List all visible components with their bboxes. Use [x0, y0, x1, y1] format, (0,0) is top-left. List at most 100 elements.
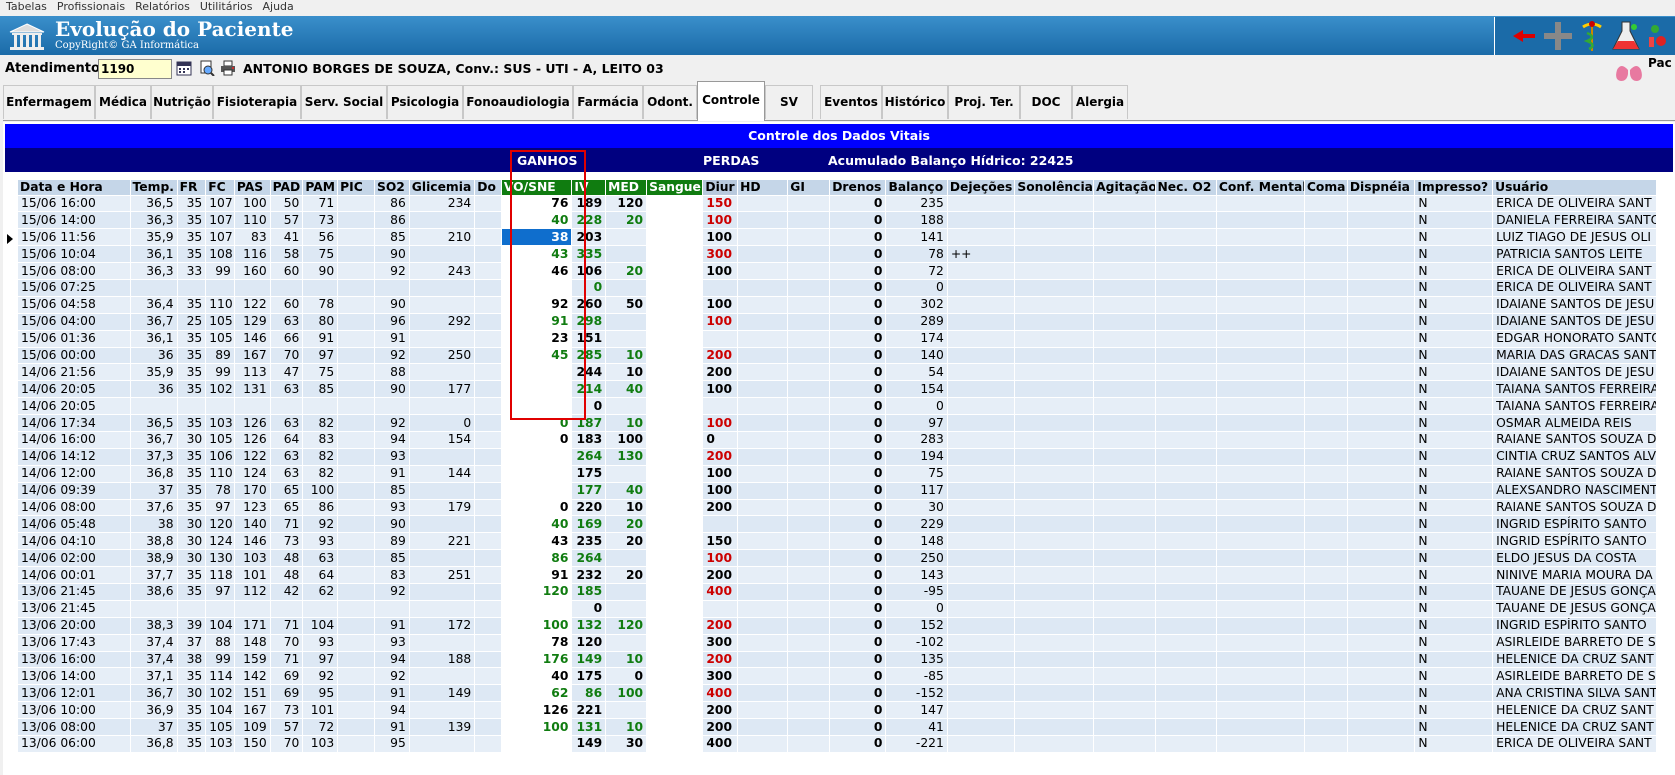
cell-iv[interactable]: 86 [571, 684, 607, 703]
cell-hd[interactable] [737, 481, 789, 500]
cell-fc[interactable]: 105 [205, 329, 235, 348]
cell-pic[interactable] [337, 684, 375, 703]
cell-pam[interactable] [302, 397, 339, 416]
cell-so2[interactable]: 85 [374, 549, 410, 568]
cell-do[interactable] [474, 363, 502, 382]
cell-coma[interactable] [1303, 262, 1348, 280]
cell-dejees[interactable] [946, 430, 1016, 449]
cell-med[interactable]: 50 [605, 295, 648, 314]
cell-coma[interactable] [1303, 312, 1348, 331]
tab-enfermagem[interactable]: Enfermagem [3, 85, 95, 119]
cell-confmental[interactable] [1215, 447, 1305, 466]
cell-do[interactable] [474, 380, 502, 399]
cell-fr[interactable]: 35 [176, 228, 207, 247]
cell-neco2[interactable] [1154, 718, 1217, 736]
cell-diur[interactable]: 150 [702, 532, 739, 551]
cell-gi[interactable] [787, 430, 831, 449]
cell-impresso[interactable]: N [1414, 464, 1494, 483]
cell-fr[interactable]: 30 [176, 532, 207, 551]
cell-neco2[interactable] [1154, 295, 1217, 314]
cell-confmental[interactable] [1215, 363, 1305, 382]
cell-confmental[interactable] [1215, 228, 1305, 247]
cell-gi[interactable] [787, 667, 831, 686]
cell-dataehora[interactable]: 13/06 12:01 [17, 684, 131, 703]
cell-drenos[interactable]: 0 [829, 245, 887, 264]
cell-sonolncia[interactable] [1014, 380, 1095, 399]
cell-coma[interactable] [1303, 228, 1348, 247]
cell-sangue[interactable] [646, 650, 704, 669]
cell-drenos[interactable]: 0 [829, 329, 887, 348]
cell-dejees[interactable] [946, 447, 1016, 466]
cell-pic[interactable] [337, 346, 375, 365]
cell-dataehora[interactable]: 14/06 14:12 [17, 447, 131, 466]
cell-impresso[interactable]: N [1414, 633, 1494, 652]
cell-hd[interactable] [737, 735, 789, 753]
cell-dispnia[interactable] [1346, 616, 1416, 635]
cell-temp[interactable]: 36,7 [129, 684, 178, 703]
cell-temp[interactable]: 35,9 [129, 363, 178, 382]
cell-hd[interactable] [737, 312, 789, 331]
cell-pad[interactable]: 60 [269, 262, 304, 280]
cell-med[interactable] [605, 599, 648, 618]
cell-glicemia[interactable] [408, 245, 476, 264]
cell-pad[interactable]: 70 [269, 735, 304, 753]
cell-dejees[interactable] [946, 295, 1016, 314]
cell-pas[interactable]: 122 [233, 447, 271, 466]
cell-fc[interactable]: 108 [205, 245, 235, 264]
cell-fc[interactable]: 104 [205, 616, 235, 635]
cell-vosne[interactable]: 78 [500, 633, 573, 652]
cell-confmental[interactable] [1215, 633, 1305, 652]
table-row[interactable]: 15/06 10:04 36,1 35 108 116 58 75 90 43 335 300 0 78… [17, 245, 1657, 264]
cell-pad[interactable]: 69 [269, 667, 304, 686]
cell-med[interactable]: 20 [605, 262, 648, 280]
cell-med[interactable]: 120 [605, 194, 648, 213]
cell-coma[interactable] [1303, 549, 1348, 568]
cell-drenos[interactable]: 0 [829, 430, 887, 449]
cell-neco2[interactable] [1154, 194, 1217, 213]
cell-pic[interactable] [337, 464, 375, 483]
table-row[interactable]: 15/06 04:58 36,4 35 110 122 60 78 90 92 260 50 100 0… [17, 295, 1657, 314]
cell-glicemia[interactable] [408, 447, 476, 466]
col-header-fr[interactable]: FR [176, 180, 207, 196]
cell-diur[interactable]: 300 [702, 245, 739, 264]
cell-so2[interactable]: 92 [374, 346, 410, 365]
cell-sonolncia[interactable] [1014, 701, 1095, 720]
cell-so2[interactable]: 94 [374, 430, 410, 449]
cell-sonolncia[interactable] [1014, 667, 1095, 686]
cell-impresso[interactable]: N [1414, 599, 1494, 618]
cell-iv[interactable]: 131 [571, 718, 607, 736]
cell-pic[interactable] [337, 735, 375, 753]
cell-diur[interactable]: 400 [702, 735, 739, 753]
cell-pas[interactable]: 146 [233, 532, 271, 551]
cell-fc[interactable]: 105 [205, 430, 235, 449]
cell-diur[interactable] [702, 599, 739, 618]
caduceus-icon[interactable] [1575, 19, 1609, 53]
cell-impresso[interactable]: N [1414, 701, 1494, 720]
cell-usurio[interactable]: TAIANA SANTOS FERREIRA [1492, 380, 1657, 399]
cell-gi[interactable] [787, 718, 831, 736]
cell-glicemia[interactable] [408, 735, 476, 753]
cell-temp[interactable]: 36,4 [129, 295, 178, 314]
cell-drenos[interactable]: 0 [829, 363, 887, 382]
cell-sonolncia[interactable] [1014, 616, 1095, 635]
cell-hd[interactable] [737, 684, 789, 703]
cell-vosne[interactable]: 0 [500, 430, 573, 449]
cell-temp[interactable]: 37,7 [129, 566, 178, 584]
cell-pas[interactable]: 170 [233, 481, 271, 500]
cell-fc[interactable] [205, 599, 235, 618]
cell-confmental[interactable] [1215, 566, 1305, 584]
cell-neco2[interactable] [1154, 515, 1217, 534]
cell-balano[interactable]: 188 [885, 211, 948, 230]
cell-fr[interactable]: 39 [176, 616, 207, 635]
cell-fc[interactable]: 120 [205, 515, 235, 534]
col-header-iv[interactable]: IV [571, 180, 607, 196]
cell-usurio[interactable]: INGRID ESPÍRITO SANTO [1492, 616, 1657, 635]
cell-balano[interactable]: -102 [885, 633, 948, 652]
cell-glicemia[interactable]: 139 [408, 718, 476, 736]
cell-glicemia[interactable]: 177 [408, 380, 476, 399]
table-row[interactable]: 13/06 20:00 38,3 39 104 171 71 104 91 172 100 132 1… [17, 616, 1657, 635]
cell-med[interactable]: 40 [605, 380, 648, 399]
cell-so2[interactable]: 90 [374, 515, 410, 534]
cell-pic[interactable] [337, 616, 375, 635]
cell-dataehora[interactable]: 14/06 17:34 [17, 414, 131, 432]
